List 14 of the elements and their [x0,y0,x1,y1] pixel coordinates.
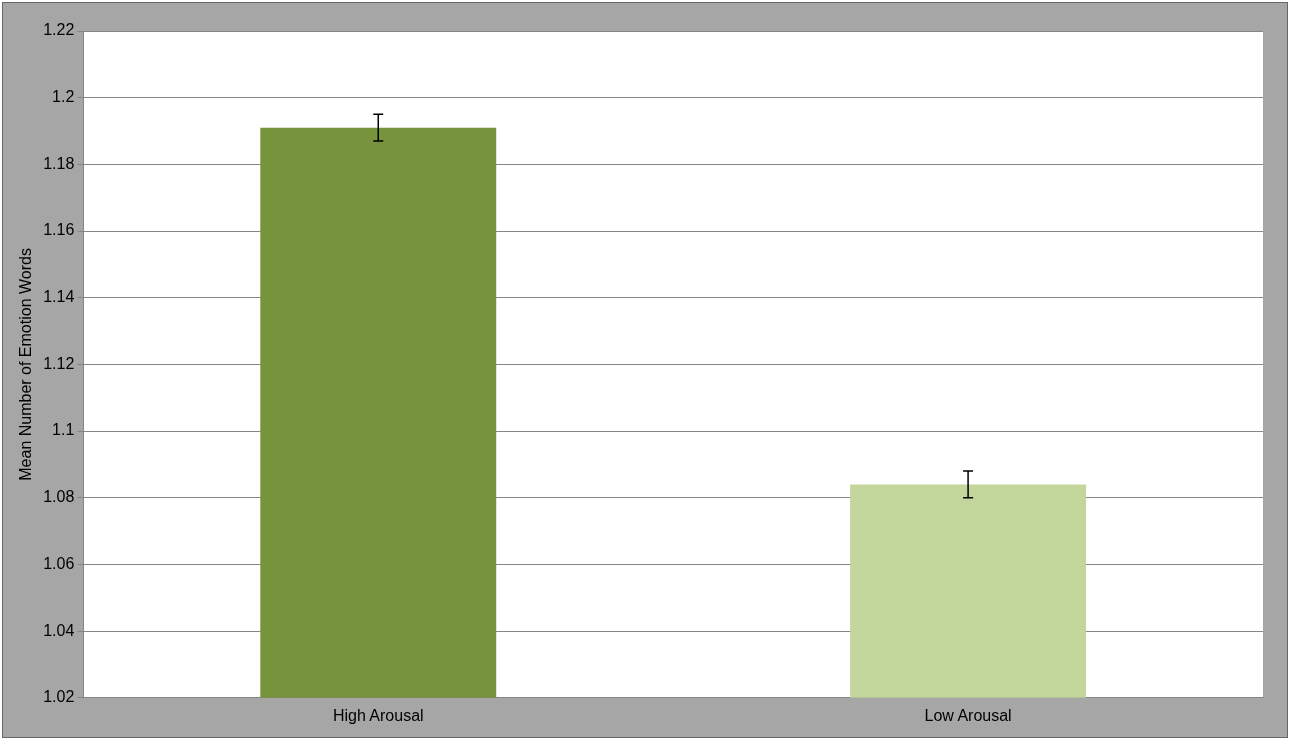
y-tick-label: 1.2 [52,88,75,106]
y-tick-label: 1.22 [43,21,75,39]
y-tick-label: 1.06 [43,554,75,572]
y-tick-label: 1.04 [43,621,75,639]
y-tick-label: 1.1 [52,421,75,439]
y-tick-label: 1.16 [43,221,75,239]
y-axis-title: Mean Number of Emotion Words [17,248,35,481]
y-tick-label: 1.12 [43,354,75,372]
x-tick-label: Low Arousal [924,706,1012,724]
y-tick-label: 1.08 [43,488,75,506]
x-tick-label: High Arousal [332,706,424,724]
y-tick-label: 1.14 [43,288,75,306]
y-tick-label: 1.18 [43,154,75,172]
y-tick-label: 1.02 [43,688,75,706]
